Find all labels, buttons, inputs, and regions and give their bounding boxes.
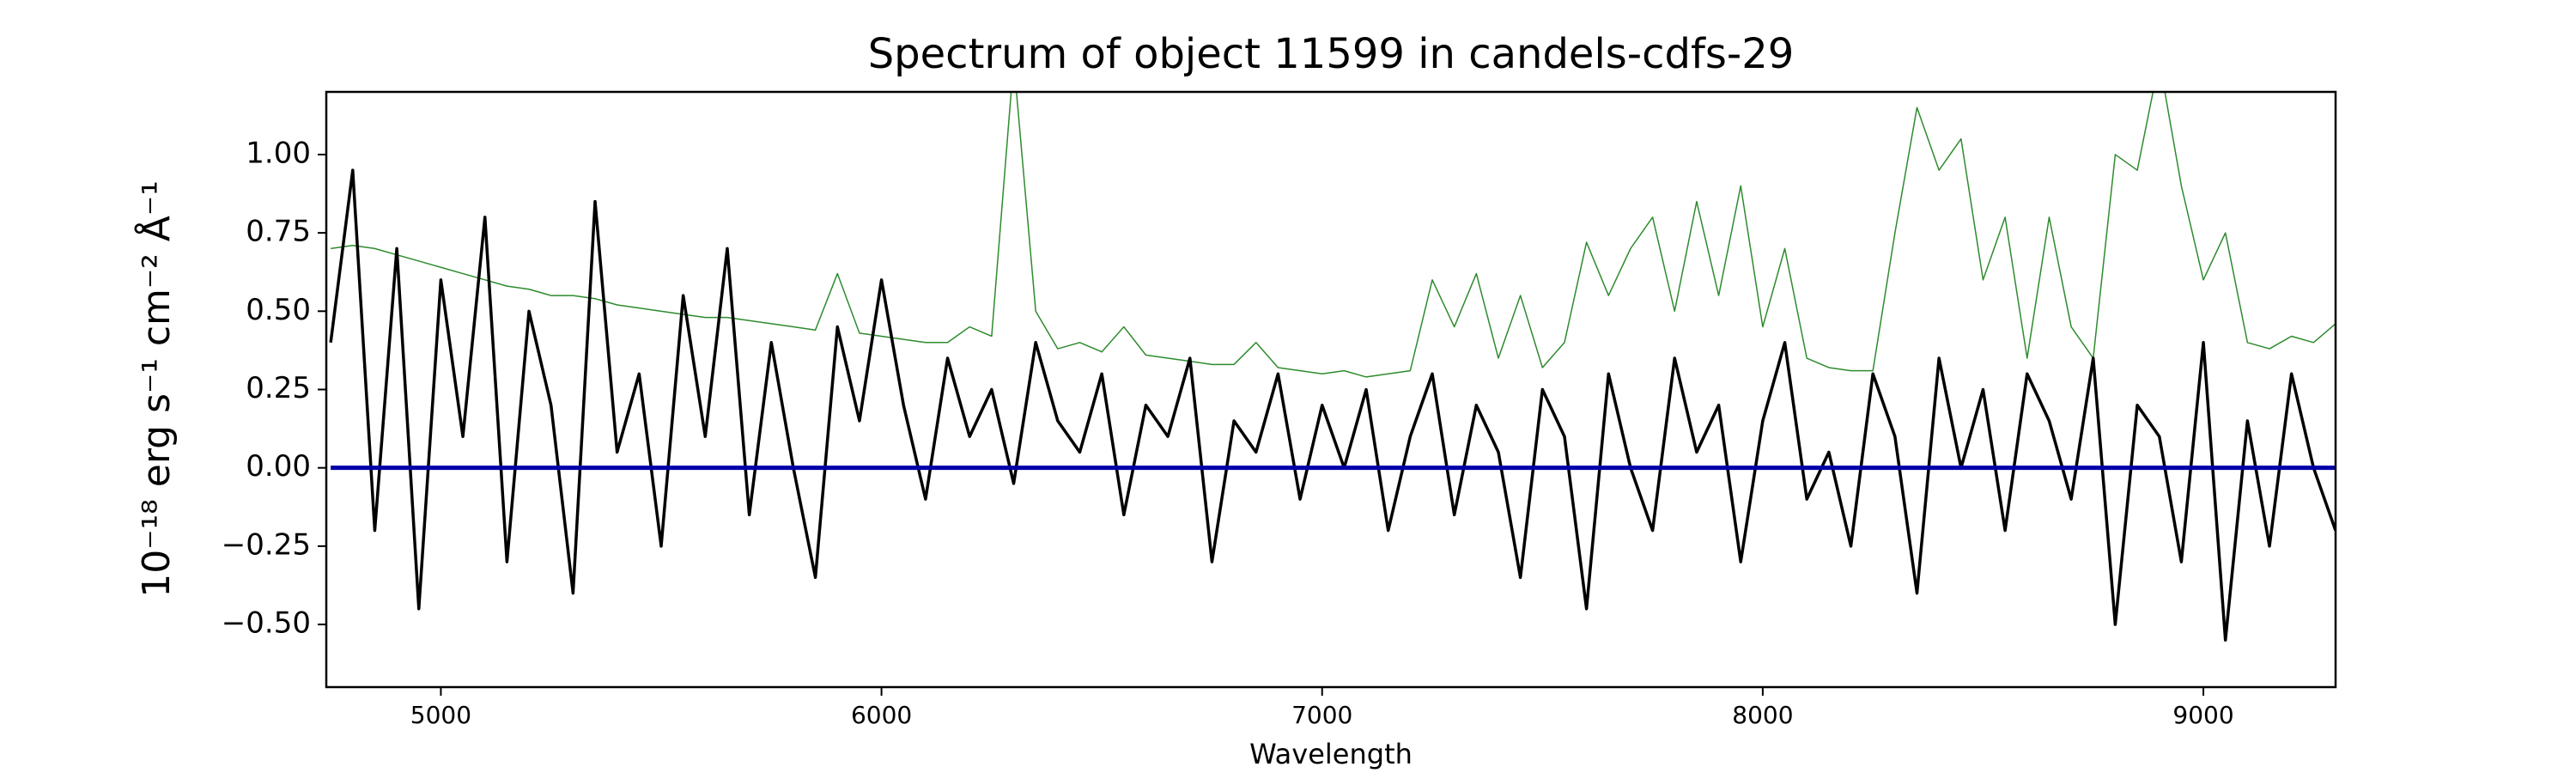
x-tick-label: 7000 <box>1291 701 1352 729</box>
y-tick-label: −0.50 <box>222 606 311 641</box>
x-tick-label: 6000 <box>851 701 912 729</box>
y-tick-label: −0.25 <box>222 527 311 562</box>
y-axis-label: 10⁻¹⁸ erg s⁻¹ cm⁻² Å⁻¹ <box>133 180 179 597</box>
y-tick-label: 0.25 <box>246 371 311 405</box>
x-tick-label: 9000 <box>2172 701 2233 729</box>
spectrum-line <box>329 168 2336 642</box>
spectrum-line <box>331 92 2336 378</box>
y-tick-label: 0.50 <box>246 293 311 327</box>
y-tick-label: 0.75 <box>246 215 311 249</box>
plot-area <box>329 92 2336 642</box>
chart-title: Spectrum of object 11599 in candels-cdfs… <box>868 30 1795 78</box>
y-tick-label: 1.00 <box>246 136 311 170</box>
y-tick-label: 0.00 <box>246 449 311 484</box>
x-tick-label: 8000 <box>1732 701 1793 729</box>
x-axis-label: Wavelength <box>1249 738 1413 770</box>
x-tick-label: 5000 <box>410 701 471 729</box>
